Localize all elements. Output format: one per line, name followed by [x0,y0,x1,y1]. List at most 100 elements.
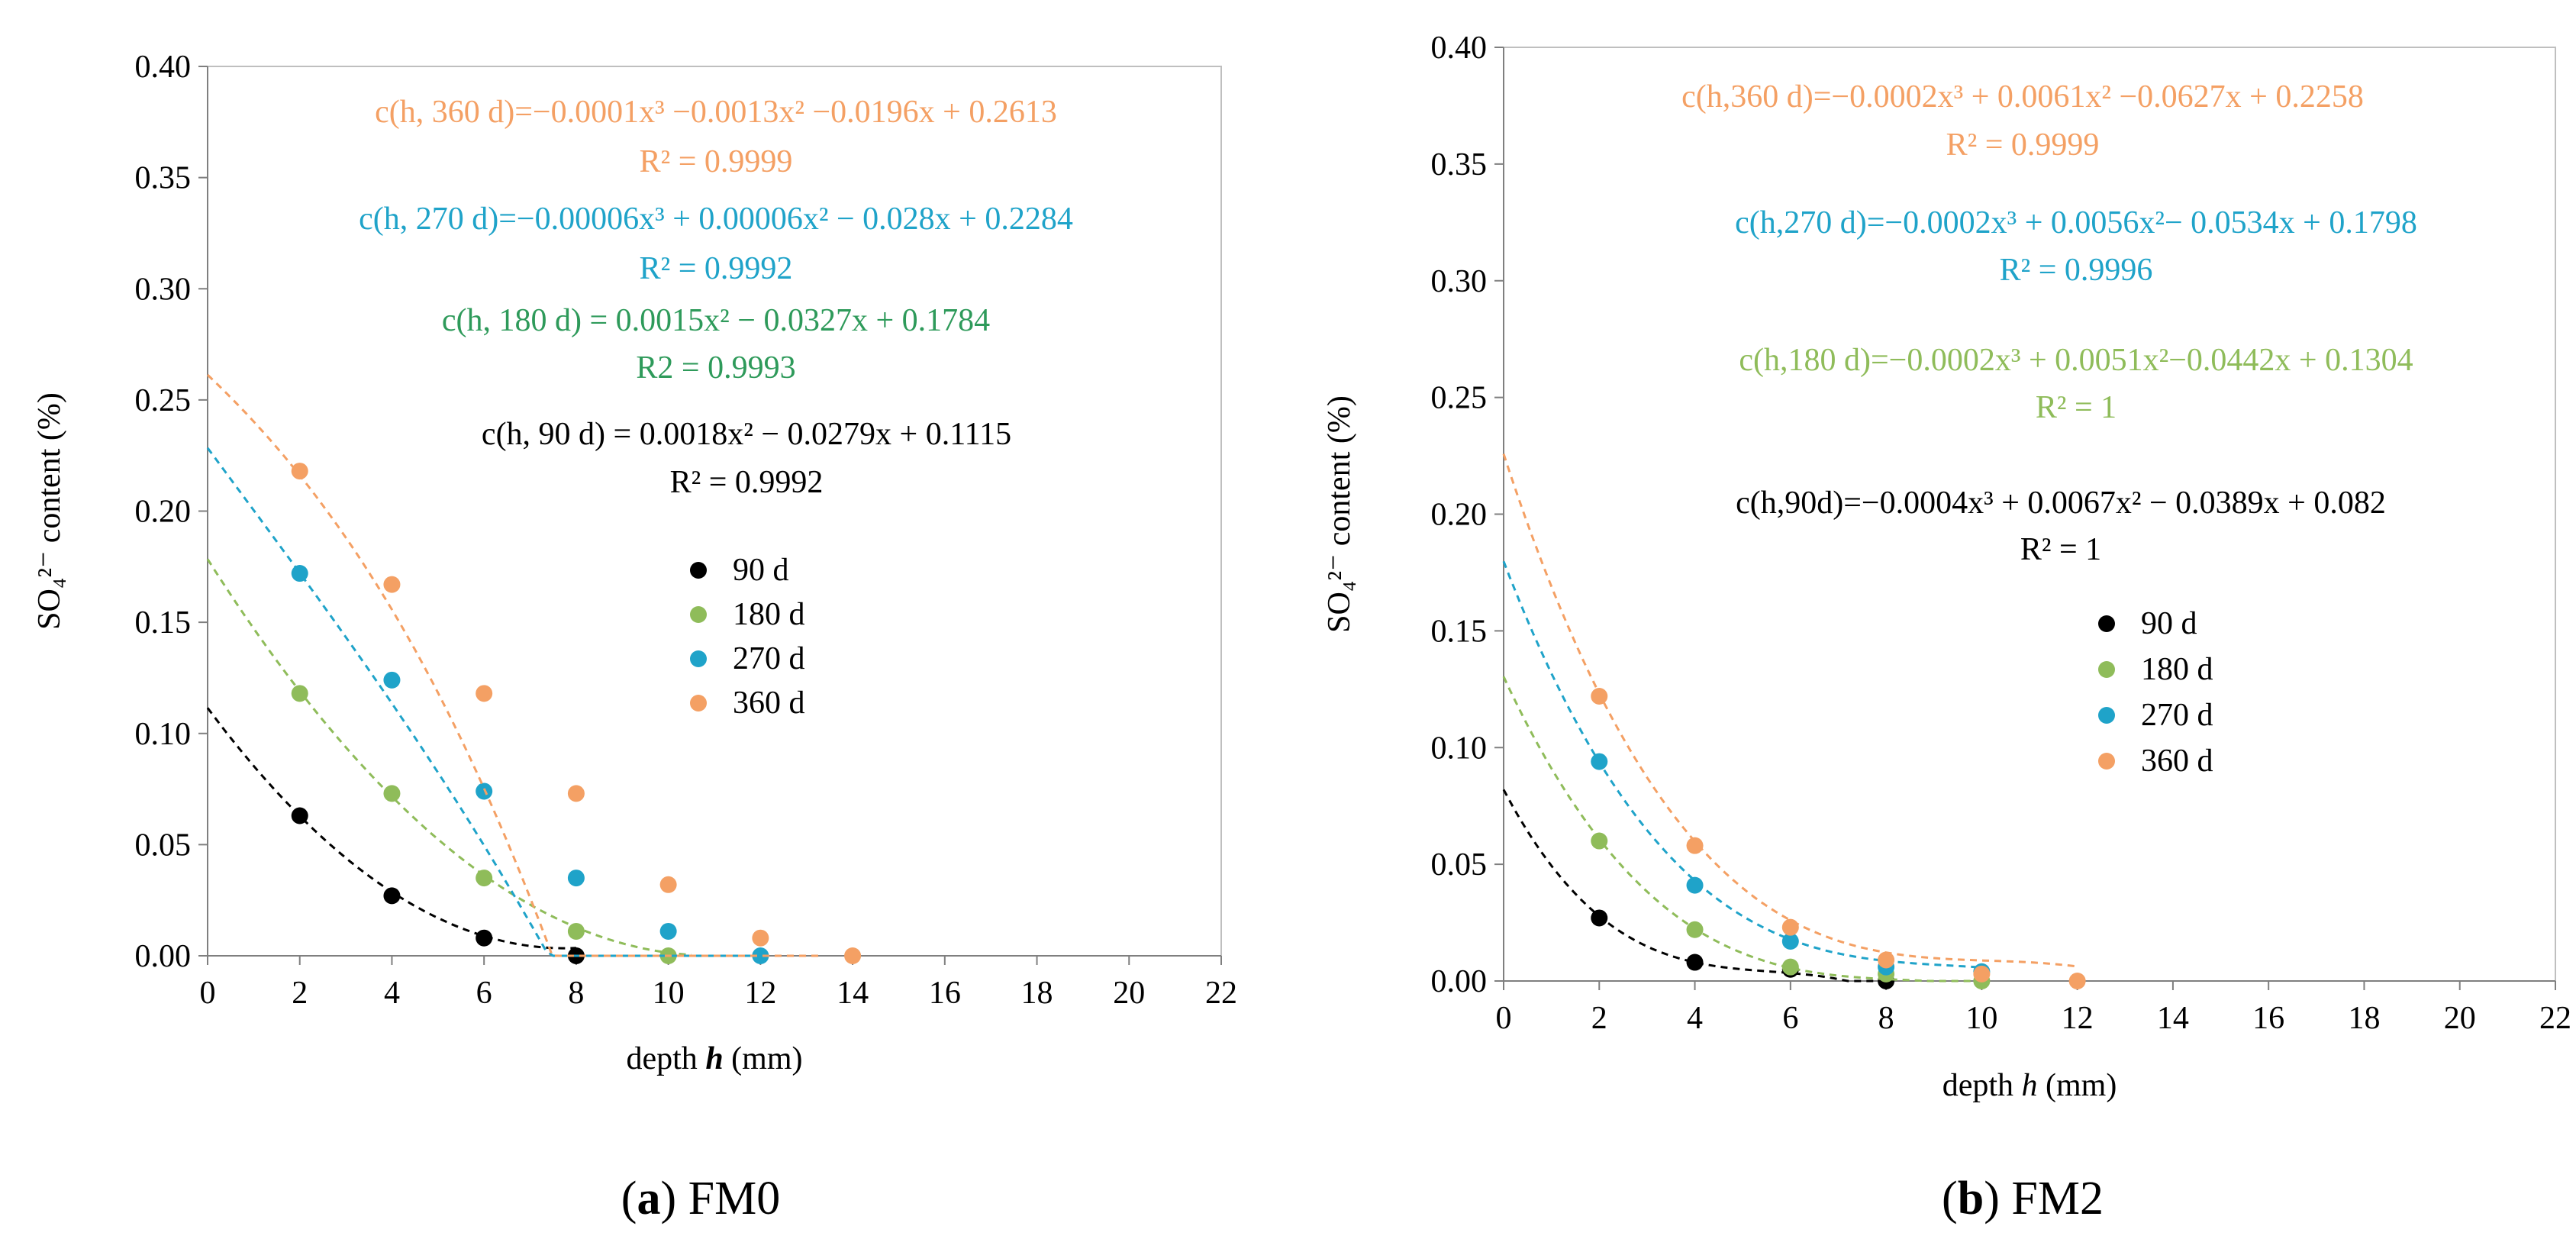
data-point [383,671,401,689]
y-tick-label: 0.00 [1431,964,1488,999]
fit-r2-180d: R² = 1 [2036,390,2117,425]
y-tick-label: 0.15 [1431,614,1488,649]
x-tick-label: 20 [2444,1001,2476,1036]
data-point [567,922,585,940]
data-point [291,463,308,480]
data-point [567,870,585,887]
data-point [1781,933,1799,950]
data-point [476,685,493,702]
fit-equation-270d: c(h, 270 d)=−0.00006x³ + 0.00006x² − 0.0… [359,202,1073,237]
data-point [383,785,401,802]
data-point [476,870,493,887]
legend-marker [2098,661,2115,678]
x-tick-label: 6 [476,976,492,1011]
legend-marker [2098,753,2115,770]
x-tick-label: 6 [1782,1001,1798,1036]
trendline-360d [206,373,821,957]
x-tick-label: 14 [837,976,869,1011]
legend-label: 270 d [733,641,805,676]
x-tick-label: 22 [2539,1001,2571,1036]
x-tick-label: 12 [2062,1001,2094,1036]
data-point [383,887,401,905]
fit-r2-360d: R² = 0.9999 [640,144,793,179]
y-tick-label: 0.05 [135,828,192,863]
data-point [752,947,769,964]
trendline-180d [1502,676,1982,983]
x-tick-label: 2 [292,976,308,1011]
data-point [476,929,493,947]
trendline-90d [206,707,576,950]
x-tick-label: 16 [2252,1001,2284,1036]
y-tick-label: 0.25 [135,383,192,418]
panel-caption: (a) FM0 [621,1173,780,1225]
trendline-90d [1502,789,1887,983]
legend-marker [2098,615,2115,632]
x-tick-label: 4 [1687,1001,1703,1036]
legend-marker [2098,707,2115,724]
fit-equation-90d: c(h, 90 d) = 0.0018x² − 0.0279x + 0.1115 [482,417,1011,452]
data-point [383,576,401,593]
y-tick-label: 0.35 [1431,147,1488,182]
legend-label: 270 d [2141,698,2213,733]
data-point [1591,687,1608,705]
trendline-270d [1502,560,1982,969]
fit-equation-270d: c(h,270 d)=−0.0002x³ + 0.0056x²− 0.0534x… [1735,205,2417,240]
legend-label: 360 d [2141,744,2213,779]
series-180d [1502,676,1991,989]
data-point [1973,965,1991,983]
data-point [1591,832,1608,850]
y-tick-label: 0.20 [135,495,192,530]
chart-panel-b: 0 2 4 6 8 10 12 14 16 18 20 22 0.00 0.05 0.10 0.15 0.20 0… [1322,31,2571,1225]
data-point [1686,876,1704,894]
x-tick-label: 10 [653,976,685,1011]
x-tick-label: 10 [1965,1001,1997,1036]
y-axis-title: SO₄²⁻ content (%) [32,392,67,630]
y-tick-label: 0.35 [135,161,192,196]
y-tick-label: 0.00 [135,939,192,974]
trendline-180d [206,558,692,957]
data-point [659,876,677,893]
chart-panel-a: 0 2 4 6 8 10 12 14 16 18 20 22 0.00 0.05 0.10 0.15 0.20 0… [32,50,1237,1225]
fit-equation-90d: c(h,90d)=−0.0004x³ + 0.0067x² − 0.0389x … [1736,486,2386,521]
x-tick-label: 18 [2348,1001,2380,1036]
data-point [1686,921,1704,938]
y-tick-label: 0.30 [1431,264,1488,299]
data-point [1781,918,1799,936]
legend-marker [690,562,707,579]
y-tick-label: 0.30 [135,272,192,307]
fit-r2-90d: R² = 1 [2020,532,2101,567]
data-point [291,807,308,824]
y-tick-label: 0.20 [1431,498,1488,533]
y-axis-title: SO₄²⁻ content (%) [1322,395,1357,633]
legend-marker [690,606,707,623]
fit-equation-180d: c(h, 180 d) = 0.0015x² − 0.0327x + 0.178… [442,303,990,338]
y-tick-label: 0.10 [135,717,192,752]
y-tick-label: 0.40 [1431,31,1488,66]
x-tick-label: 20 [1113,976,1145,1011]
fit-r2-90d: R² = 0.9992 [670,465,824,500]
fit-r2-360d: R² = 0.9999 [1946,127,2100,163]
y-tick-label: 0.15 [135,605,192,641]
data-point [1686,837,1704,854]
series-180d [206,558,692,964]
x-tick-label: 12 [744,976,776,1011]
fit-equation-360d: c(h,360 d)=−0.0002x³ + 0.0061x² −0.0627x… [1681,79,2364,115]
series-360d [1502,453,2086,989]
legend-label: 90 d [2141,606,2197,641]
series-270d [206,447,769,964]
x-tick-label: 8 [568,976,584,1011]
x-axis-title: depth h (mm) [1942,1068,2117,1103]
data-point [1878,951,1895,969]
y-tick-label: 0.10 [1431,731,1488,766]
y-tick-label: 0.40 [135,50,192,85]
x-tick-label: 2 [1591,1001,1607,1036]
data-point [1591,909,1608,927]
legend-label: 90 d [733,553,789,588]
fit-r2-270d: R² = 0.9992 [640,251,793,286]
x-tick-label: 4 [384,976,400,1011]
data-point [1781,958,1799,976]
data-point [1686,954,1704,971]
series-90d [206,707,585,964]
legend-label: 180 d [2141,652,2213,687]
